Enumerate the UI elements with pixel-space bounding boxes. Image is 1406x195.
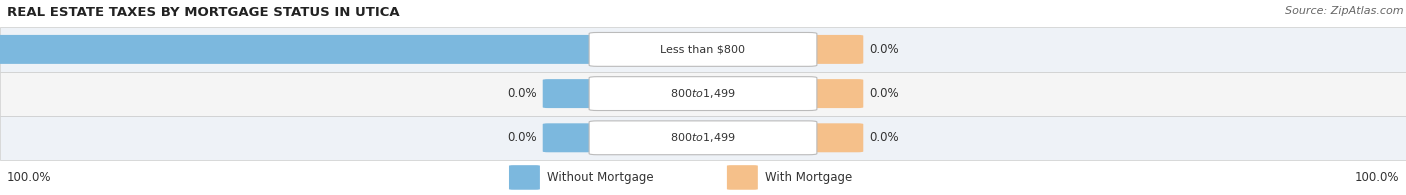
Text: 0.0%: 0.0% (869, 87, 898, 100)
Text: 100.0%: 100.0% (1354, 171, 1399, 184)
Text: 0.0%: 0.0% (869, 131, 898, 144)
Bar (0, 27, 1406, 72)
Text: $800 to $1,499: $800 to $1,499 (671, 87, 735, 100)
Text: Source: ZipAtlas.com: Source: ZipAtlas.com (1285, 6, 1403, 16)
FancyBboxPatch shape (803, 123, 863, 152)
Text: $800 to $1,499: $800 to $1,499 (671, 131, 735, 144)
FancyBboxPatch shape (803, 79, 863, 108)
FancyBboxPatch shape (0, 35, 603, 64)
Text: 0.0%: 0.0% (508, 131, 537, 144)
FancyBboxPatch shape (589, 77, 817, 111)
Text: 100.0%: 100.0% (7, 171, 52, 184)
FancyBboxPatch shape (589, 121, 817, 155)
FancyBboxPatch shape (543, 79, 603, 108)
Text: Less than $800: Less than $800 (661, 44, 745, 54)
Text: REAL ESTATE TAXES BY MORTGAGE STATUS IN UTICA: REAL ESTATE TAXES BY MORTGAGE STATUS IN … (7, 6, 399, 19)
Text: With Mortgage: With Mortgage (765, 171, 852, 184)
FancyBboxPatch shape (589, 33, 817, 66)
FancyBboxPatch shape (803, 35, 863, 64)
FancyBboxPatch shape (727, 165, 758, 190)
FancyBboxPatch shape (543, 123, 603, 152)
Text: Without Mortgage: Without Mortgage (547, 171, 654, 184)
Bar (0, 116, 1406, 160)
FancyBboxPatch shape (509, 165, 540, 190)
Text: 0.0%: 0.0% (508, 87, 537, 100)
Bar (0, 72, 1406, 116)
Text: 0.0%: 0.0% (869, 43, 898, 56)
